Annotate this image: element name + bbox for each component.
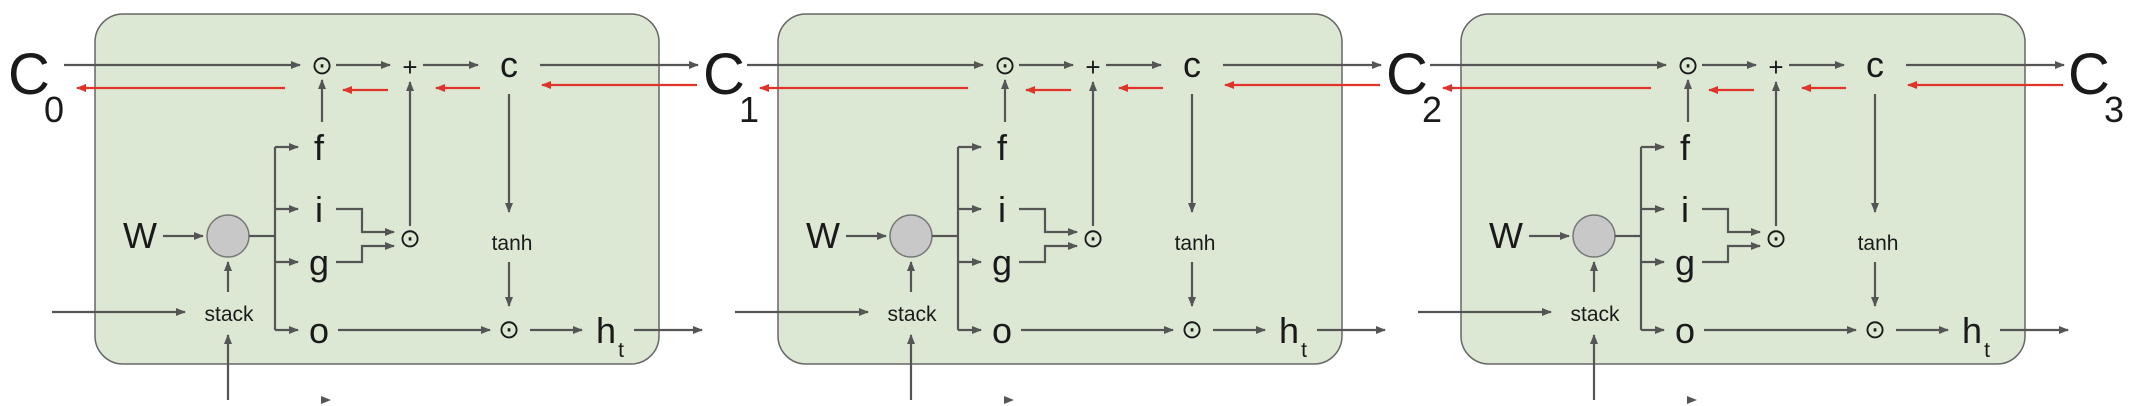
gate-i-label: i bbox=[1681, 189, 1689, 230]
gate-g-label: g bbox=[1675, 242, 1695, 283]
gate-f-label: f bbox=[1680, 127, 1691, 168]
cell-box bbox=[94, 13, 660, 365]
output-multiply-node: ⊙ bbox=[1864, 314, 1886, 344]
state-subscript: 2 bbox=[1422, 89, 1442, 130]
stack-label: stack bbox=[1570, 303, 1620, 326]
cell-box bbox=[1460, 13, 2026, 365]
input-multiply-node: ⊙ bbox=[1765, 223, 1787, 253]
weight-label: W bbox=[1489, 215, 1523, 256]
cell-state-label-c0: C0 bbox=[8, 42, 64, 130]
gate-i-label: i bbox=[315, 189, 323, 230]
state-subscript: 0 bbox=[44, 89, 64, 130]
add-node: + bbox=[1085, 52, 1100, 82]
gate-g-label: g bbox=[992, 242, 1012, 283]
stack-label: stack bbox=[204, 303, 254, 326]
stack-node bbox=[206, 214, 250, 258]
stack-node bbox=[1572, 214, 1616, 258]
hidden-output-subscript: t bbox=[1301, 339, 1307, 362]
gate-o-label: o bbox=[309, 310, 329, 351]
gate-g-label: g bbox=[309, 242, 329, 283]
gate-i-label: i bbox=[998, 189, 1006, 230]
tanh-label: tanh bbox=[1858, 232, 1899, 255]
i-to-multiply-arrow bbox=[336, 207, 395, 236]
add-node: + bbox=[402, 52, 417, 82]
cell-state-label-c2: C2 bbox=[1386, 42, 1442, 130]
hidden-output-label: h bbox=[596, 310, 616, 351]
hidden-output-subscript: t bbox=[1984, 339, 1990, 362]
forget-multiply-node: ⊙ bbox=[1677, 50, 1699, 80]
cell-state-label: c bbox=[1866, 44, 1884, 85]
gate-o-label: o bbox=[1675, 310, 1695, 351]
forget-multiply-node: ⊙ bbox=[311, 50, 333, 80]
hidden-output-label: h bbox=[1279, 310, 1299, 351]
output-multiply-node: ⊙ bbox=[1181, 314, 1203, 344]
gate-o-label: o bbox=[992, 310, 1012, 351]
i-to-multiply-arrow bbox=[1019, 207, 1078, 236]
stack-label: stack bbox=[887, 303, 937, 326]
tanh-label: tanh bbox=[1175, 232, 1216, 255]
state-main: C bbox=[8, 42, 50, 107]
weight-label: W bbox=[806, 215, 840, 256]
g-to-multiply-arrow bbox=[1019, 242, 1078, 264]
gate-f-label: f bbox=[997, 127, 1008, 168]
g-to-multiply-arrow bbox=[1702, 242, 1761, 264]
cell-state-label-c3: C3 bbox=[2068, 42, 2124, 130]
cell-state-label: c bbox=[1183, 44, 1201, 85]
add-node: + bbox=[1768, 52, 1783, 82]
state-subscript: 1 bbox=[739, 89, 759, 130]
cell-state-label-c1: C1 bbox=[703, 42, 759, 130]
state-subscript: 3 bbox=[2104, 89, 2124, 130]
stack-node bbox=[889, 214, 933, 258]
state-main: C bbox=[2068, 42, 2110, 107]
i-to-multiply-arrow bbox=[1702, 207, 1761, 236]
hidden-output-subscript: t bbox=[618, 339, 624, 362]
state-main: C bbox=[703, 42, 745, 107]
tanh-label: tanh bbox=[492, 232, 533, 255]
hidden-output-label: h bbox=[1962, 310, 1982, 351]
input-multiply-node: ⊙ bbox=[1082, 223, 1104, 253]
g-to-multiply-arrow bbox=[336, 242, 395, 264]
gate-f-label: f bbox=[314, 127, 325, 168]
input-multiply-node: ⊙ bbox=[399, 223, 421, 253]
weight-label: W bbox=[123, 215, 157, 256]
cell-state-label: c bbox=[500, 44, 518, 85]
cell-box bbox=[777, 13, 1343, 365]
output-multiply-node: ⊙ bbox=[498, 314, 520, 344]
state-main: C bbox=[1386, 42, 1428, 107]
forget-multiply-node: ⊙ bbox=[994, 50, 1016, 80]
